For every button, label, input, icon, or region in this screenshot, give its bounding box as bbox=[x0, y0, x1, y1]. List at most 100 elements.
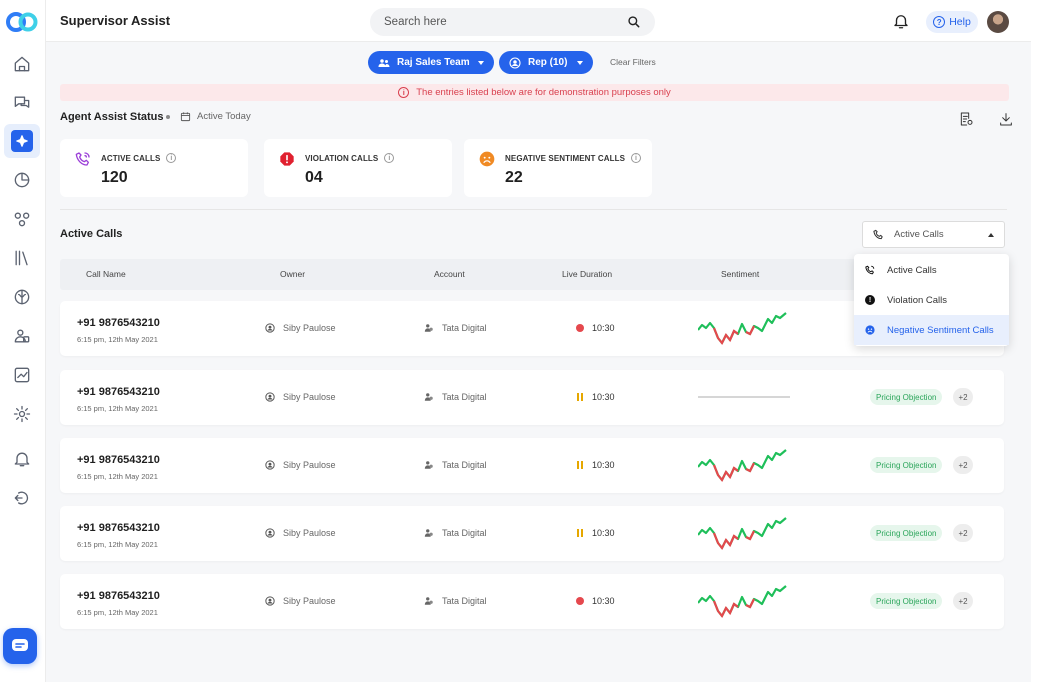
user-circle-icon bbox=[265, 323, 275, 333]
more-tags-badge[interactable]: +2 bbox=[953, 592, 973, 610]
sidebar-item-library[interactable] bbox=[4, 241, 40, 275]
owner-cell: Siby Paulose bbox=[265, 392, 336, 402]
call-time: 6:15 pm, 12th May 2021 bbox=[77, 608, 158, 617]
table-row[interactable]: +91 9876543210 6:15 pm, 12th May 2021 Si… bbox=[60, 506, 1004, 561]
chevron-up-icon bbox=[988, 232, 994, 237]
sidebar-item-notifications[interactable] bbox=[4, 442, 40, 476]
account-name: Tata Digital bbox=[442, 323, 487, 333]
chat-icon bbox=[12, 639, 28, 651]
alert-icon bbox=[280, 152, 294, 166]
duration-value: 10:30 bbox=[592, 460, 615, 470]
duration-cell: 10:30 bbox=[576, 528, 615, 538]
select-value: Active Calls bbox=[894, 229, 944, 240]
divider bbox=[60, 209, 1007, 210]
sidebar-item-reports[interactable] bbox=[4, 163, 40, 197]
sidebar-item-home[interactable] bbox=[4, 47, 40, 81]
caller-number: +91 9876543210 bbox=[77, 386, 160, 398]
stat-card-active-calls[interactable]: ACTIVE CALLS i 120 bbox=[60, 139, 248, 197]
page-scrollbar[interactable] bbox=[1031, 0, 1043, 682]
column-header: Live Duration bbox=[562, 269, 613, 279]
owner-name: Siby Paulose bbox=[283, 528, 336, 538]
info-icon[interactable]: i bbox=[631, 153, 642, 163]
status-title: Agent Assist Status bbox=[60, 111, 164, 123]
notification-icon bbox=[14, 452, 30, 467]
account-icon bbox=[424, 461, 433, 469]
brand-logo[interactable] bbox=[6, 10, 38, 34]
more-tags-badge[interactable]: +2 bbox=[953, 524, 973, 542]
brain-icon bbox=[14, 289, 30, 305]
dropdown-item-label: Violation Calls bbox=[887, 294, 948, 306]
clear-filters-link[interactable]: Clear Filters bbox=[610, 57, 656, 67]
more-tags-badge[interactable]: +2 bbox=[953, 388, 973, 406]
search-bar[interactable] bbox=[370, 8, 655, 36]
settings-icon bbox=[13, 405, 31, 423]
table-row[interactable]: +91 9876543210 6:15 pm, 12th May 2021 Si… bbox=[60, 301, 1004, 356]
sidebar-item-logout[interactable] bbox=[4, 481, 40, 515]
dropdown-item-violation-calls[interactable]: ! Violation Calls bbox=[854, 285, 1009, 315]
table-row[interactable]: +91 9876543210 6:15 pm, 12th May 2021 Si… bbox=[60, 438, 1004, 493]
duration-cell: 10:30 bbox=[576, 460, 615, 470]
report-settings-icon bbox=[960, 112, 973, 126]
sentiment-sparkline bbox=[698, 585, 787, 619]
date-label: Active Today bbox=[197, 111, 251, 122]
objection-tag[interactable]: Pricing Objection bbox=[870, 593, 943, 609]
search-icon[interactable] bbox=[627, 15, 641, 29]
chat-support-button[interactable] bbox=[3, 628, 37, 664]
active-calls-title: Active Calls bbox=[60, 228, 123, 240]
stat-card-negative-sentiment[interactable]: NEGATIVE SENTIMENT CALLS i 22 bbox=[464, 139, 652, 197]
separator-dot bbox=[166, 114, 170, 119]
user-circle-icon bbox=[509, 56, 521, 69]
objection-tag[interactable]: Pricing Objection bbox=[870, 389, 943, 405]
report-button[interactable] bbox=[958, 111, 974, 127]
search-input[interactable] bbox=[384, 16, 627, 28]
chevron-down-icon bbox=[478, 60, 484, 65]
more-tags-badge[interactable]: +2 bbox=[953, 456, 973, 474]
team-filter-button[interactable]: Raj Sales Team bbox=[368, 51, 494, 74]
owner-cell: Siby Paulose bbox=[265, 323, 336, 333]
duration-cell: 10:30 bbox=[576, 596, 615, 606]
sidebar-item-conversations[interactable] bbox=[4, 86, 40, 120]
call-time: 6:15 pm, 12th May 2021 bbox=[77, 335, 158, 344]
logout-icon bbox=[14, 491, 29, 505]
call-time: 6:15 pm, 12th May 2021 bbox=[77, 404, 158, 413]
owner-name: Siby Paulose bbox=[283, 323, 336, 333]
table-row[interactable]: +91 9876543210 6:15 pm, 12th May 2021 Si… bbox=[60, 370, 1004, 425]
dropdown-item-label: Negative Sentiment Calls bbox=[887, 324, 994, 336]
info-icon[interactable]: i bbox=[384, 153, 395, 163]
column-header: Owner bbox=[280, 269, 306, 279]
sidebar-item-network[interactable] bbox=[4, 202, 40, 236]
objection-tag[interactable]: Pricing Objection bbox=[870, 525, 943, 541]
stat-card-violation-calls[interactable]: VIOLATION CALLS i 04 bbox=[264, 139, 452, 197]
sidebar-item-supervisor-assist[interactable] bbox=[4, 124, 40, 158]
banner-text: The entries listed below are for demonst… bbox=[416, 87, 671, 98]
sidebar-item-insights[interactable] bbox=[4, 280, 40, 314]
user-avatar[interactable] bbox=[987, 11, 1009, 33]
account-cell: Tata Digital bbox=[424, 323, 487, 333]
sentiment-sparkline bbox=[698, 517, 787, 551]
sidebar-item-settings[interactable] bbox=[4, 397, 40, 431]
help-button[interactable]: ? Help bbox=[926, 11, 978, 33]
notifications-button[interactable] bbox=[892, 12, 910, 30]
duration-cell: 10:30 bbox=[576, 323, 615, 333]
owner-cell: Siby Paulose bbox=[265, 528, 336, 538]
phone-icon bbox=[75, 152, 90, 166]
dropdown-item-active-calls[interactable]: Active Calls bbox=[854, 255, 1009, 285]
info-icon: i bbox=[398, 87, 410, 98]
download-button[interactable] bbox=[998, 111, 1014, 127]
column-header: Call Name bbox=[86, 269, 126, 279]
call-type-select[interactable]: Active Calls bbox=[862, 221, 1005, 248]
rep-filter-label: Rep (10) bbox=[528, 57, 568, 68]
info-icon[interactable]: i bbox=[166, 153, 177, 163]
user-circle-icon bbox=[265, 460, 275, 470]
account-name: Tata Digital bbox=[442, 392, 487, 402]
sidebar-item-team[interactable] bbox=[4, 319, 40, 353]
home-icon bbox=[14, 56, 30, 72]
sentiment-sparkline bbox=[698, 396, 790, 398]
rep-filter-button[interactable]: Rep (10) bbox=[499, 51, 593, 74]
dropdown-item-negative-sentiment-calls[interactable]: Negative Sentiment Calls bbox=[854, 315, 1009, 345]
table-row[interactable]: +91 9876543210 6:15 pm, 12th May 2021 Si… bbox=[60, 574, 1004, 629]
sidebar-item-analytics[interactable] bbox=[4, 358, 40, 392]
status-date[interactable]: Active Today bbox=[166, 111, 251, 122]
column-header: Account bbox=[434, 269, 465, 279]
objection-tag[interactable]: Pricing Objection bbox=[870, 457, 943, 473]
